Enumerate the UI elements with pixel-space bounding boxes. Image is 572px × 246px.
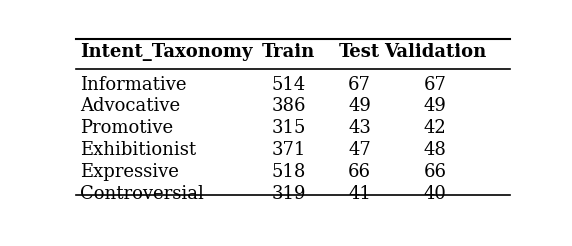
Text: 49: 49 <box>424 97 446 115</box>
Text: 315: 315 <box>272 119 306 137</box>
Text: Validation: Validation <box>384 43 486 61</box>
Text: Informative: Informative <box>80 76 187 93</box>
Text: Intent_Taxonomy: Intent_Taxonomy <box>80 43 253 61</box>
Text: 43: 43 <box>348 119 371 137</box>
Text: 47: 47 <box>348 141 371 159</box>
Text: 67: 67 <box>348 76 371 93</box>
Text: Test: Test <box>339 43 380 61</box>
Text: 371: 371 <box>272 141 306 159</box>
Text: 386: 386 <box>272 97 306 115</box>
Text: 518: 518 <box>272 163 306 181</box>
Text: 41: 41 <box>348 185 371 203</box>
Text: 67: 67 <box>424 76 446 93</box>
Text: 66: 66 <box>348 163 371 181</box>
Text: 514: 514 <box>272 76 306 93</box>
Text: Advocative: Advocative <box>80 97 181 115</box>
Text: 66: 66 <box>423 163 447 181</box>
Text: Controversial: Controversial <box>80 185 204 203</box>
Text: 319: 319 <box>272 185 306 203</box>
Text: 42: 42 <box>424 119 446 137</box>
Text: 40: 40 <box>424 185 446 203</box>
Text: 48: 48 <box>424 141 446 159</box>
Text: 49: 49 <box>348 97 371 115</box>
Text: Expressive: Expressive <box>80 163 179 181</box>
Text: Train: Train <box>262 43 315 61</box>
Text: Promotive: Promotive <box>80 119 173 137</box>
Text: Exhibitionist: Exhibitionist <box>80 141 197 159</box>
